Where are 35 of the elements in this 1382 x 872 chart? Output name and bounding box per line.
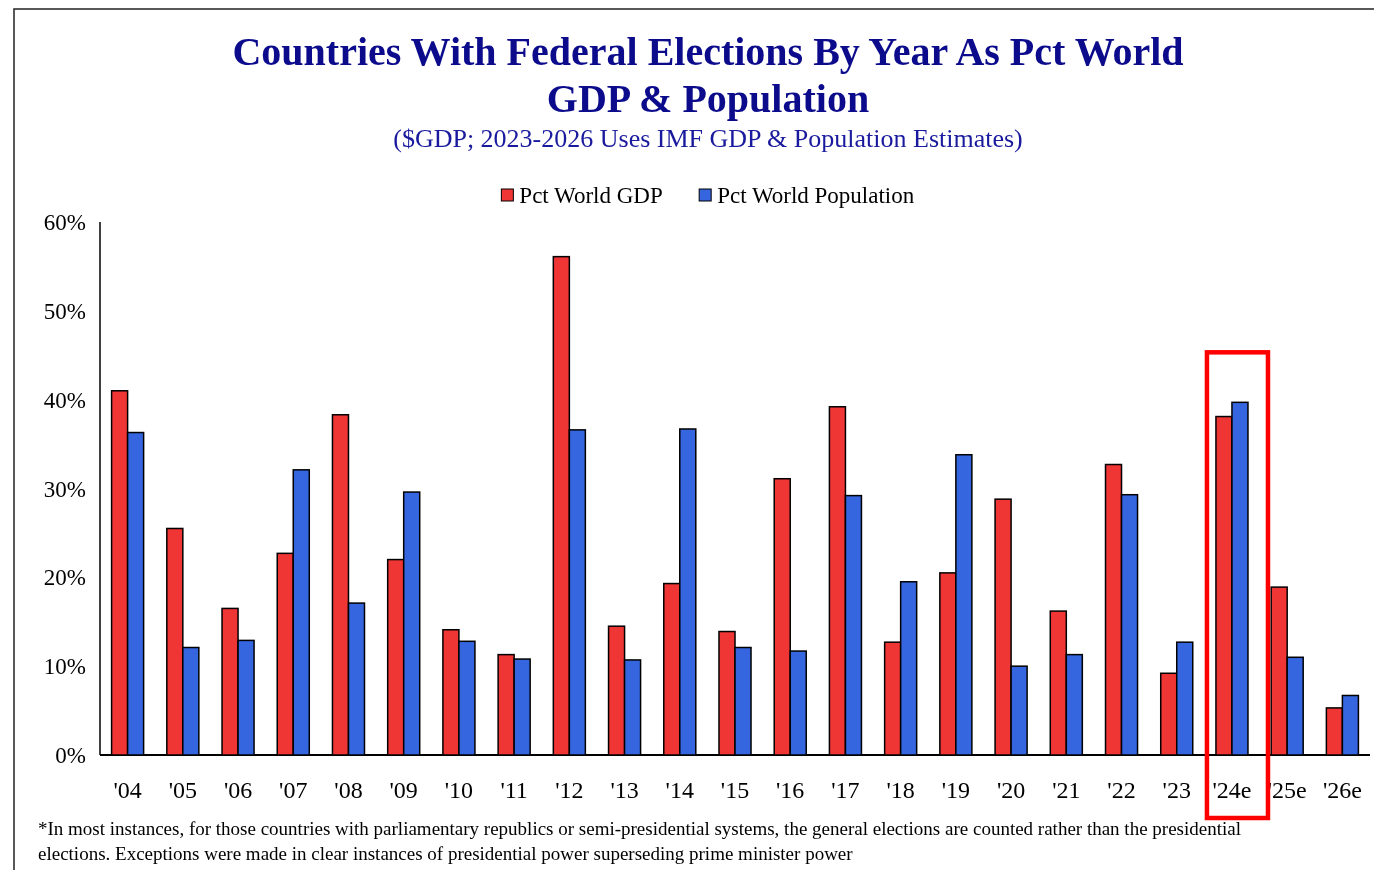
chart-subtitle: ($GDP; 2023-2026 Uses IMF GDP & Population Estimates)	[393, 124, 1023, 153]
x-tick-label: '14	[665, 777, 694, 803]
legend-label: Pct World Population	[717, 183, 915, 208]
x-tick-label: '10	[444, 777, 474, 803]
x-tick-label: '11	[500, 777, 528, 803]
text: *In most instances, for those countries with parliamentary republics or semi-presidential systems, the general elections are counted rather than the presidential elections. Exceptions were made in clear instances of presidential power superseding prime minister power	[38, 818, 1241, 864]
y-tick-label: 0%	[55, 743, 86, 769]
x-tick-label: '26e	[1322, 777, 1362, 803]
x-tick-label: '20	[996, 777, 1026, 803]
y-tick-label: 20%	[43, 565, 86, 591]
x-tick-label: '05	[168, 777, 197, 803]
x-tick-label: '25e	[1267, 777, 1307, 803]
x-tick-label: '17	[831, 777, 860, 803]
x-tick-label: '22	[1107, 777, 1136, 803]
x-tick-label: '08	[334, 777, 363, 803]
y-tick-label: 10%	[43, 654, 86, 680]
x-tick-label: '06	[223, 777, 253, 803]
y-tick-label: 50%	[43, 298, 86, 324]
x-tick-label: '07	[279, 777, 308, 803]
x-tick-label: '15	[720, 777, 750, 803]
chart-title: Countries With Federal Elections By Year As Pct World GDP & Population	[232, 29, 1184, 121]
x-tick-label: '12	[555, 777, 584, 803]
x-tick-label: '04	[113, 777, 142, 803]
legend-label: Pct World GDP	[519, 183, 663, 208]
x-tick-label: '23	[1162, 777, 1191, 803]
x-tick-label: '09	[389, 777, 418, 803]
y-tick-label: 40%	[43, 387, 86, 413]
y-tick-label: 60%	[43, 210, 86, 236]
x-tick-label: '18	[886, 777, 915, 803]
y-tick-label: 30%	[43, 476, 86, 502]
x-tick-label: '13	[610, 777, 639, 803]
x-tick-label: '21	[1052, 777, 1081, 803]
x-tick-label: '19	[941, 777, 971, 803]
x-tick-label: '24e	[1212, 777, 1252, 803]
x-tick-label: '16	[776, 777, 805, 803]
